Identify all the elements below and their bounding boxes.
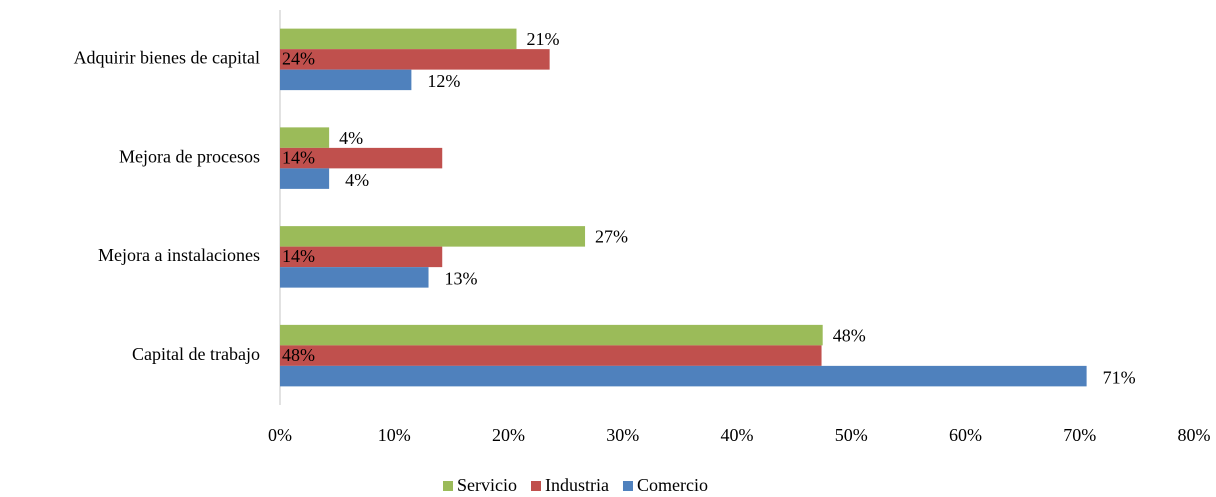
data-label: 14% <box>282 147 315 167</box>
data-label: 12% <box>427 71 460 91</box>
x-tick-label: 10% <box>378 425 411 445</box>
bar <box>280 246 443 268</box>
x-tick-label: 70% <box>1063 425 1096 445</box>
legend-swatch <box>443 481 453 491</box>
data-label: 24% <box>282 49 315 69</box>
data-label: 14% <box>282 246 315 266</box>
data-label: 21% <box>526 29 559 49</box>
legend-label: Industria <box>545 475 609 495</box>
bar <box>280 127 330 148</box>
bar <box>280 28 517 50</box>
legend-swatch <box>622 481 633 491</box>
data-label: 4% <box>339 128 363 148</box>
category-label: Mejora a instalaciones <box>98 245 260 265</box>
x-tick-label: 30% <box>606 425 639 445</box>
x-tick-label: 20% <box>492 425 525 445</box>
legend-label: Comercio <box>637 475 708 495</box>
category-label: Capital de trabajo <box>132 344 260 364</box>
data-label: 48% <box>282 345 315 365</box>
data-label: 71% <box>1103 367 1136 387</box>
bar <box>280 365 1087 387</box>
bar <box>280 147 443 169</box>
x-tick-label: 80% <box>1178 425 1211 445</box>
data-label: 4% <box>345 170 369 190</box>
category-label: Mejora de procesos <box>119 146 260 166</box>
legend-label: Servicio <box>457 475 517 495</box>
bar <box>280 49 550 70</box>
bar <box>280 324 823 346</box>
data-label: 27% <box>595 227 628 247</box>
bar <box>280 345 822 366</box>
data-label: 48% <box>833 325 866 345</box>
bar <box>280 226 586 247</box>
bar <box>280 168 330 189</box>
x-tick-label: 0% <box>268 425 292 445</box>
category-label: Adquirir bienes de capital <box>74 48 260 68</box>
bar <box>280 267 429 288</box>
x-tick-label: 60% <box>949 425 982 445</box>
x-tick-label: 40% <box>721 425 754 445</box>
data-label: 13% <box>445 269 478 289</box>
legend-swatch <box>531 481 541 491</box>
x-tick-label: 50% <box>835 425 868 445</box>
bar <box>280 69 412 91</box>
